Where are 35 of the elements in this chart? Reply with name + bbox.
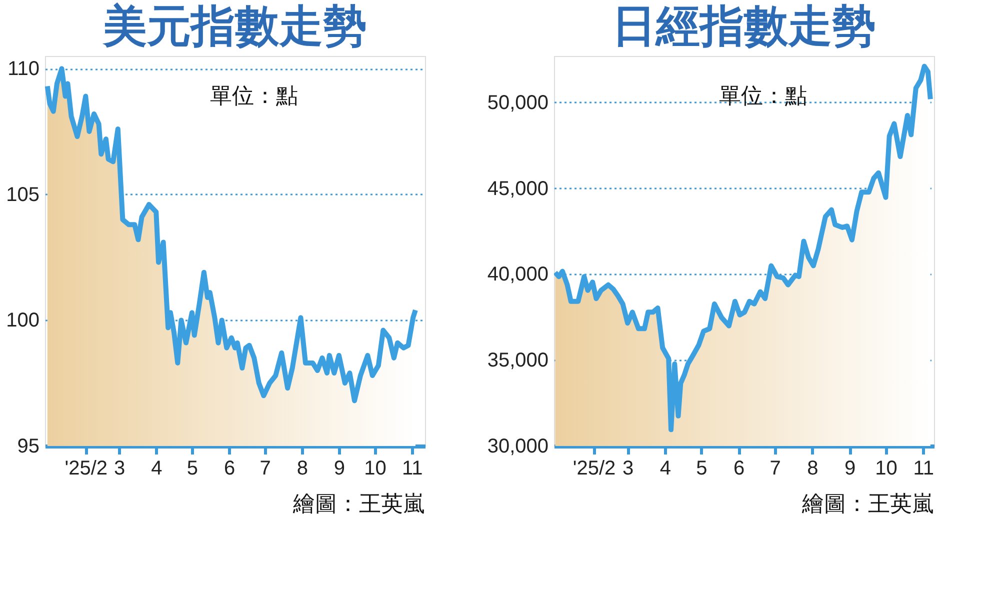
text: 繪圖：王英嵐 <box>292 491 425 516</box>
x-tick-label: 9 <box>334 458 346 480</box>
x-tick-label: 5 <box>186 458 198 480</box>
x-tick-label: 7 <box>770 458 781 480</box>
x-tick-label: 3 <box>114 458 126 480</box>
annotation: 單位：點 <box>719 83 807 108</box>
x-tick-label: 4 <box>151 458 162 480</box>
x-tick-label: 9 <box>844 458 856 480</box>
x-tick-label: 4 <box>660 458 672 480</box>
x-tick-label: '25/2 <box>572 458 616 480</box>
text: 繪圖：王英嵐 <box>801 491 934 516</box>
x-tick-label: 10 <box>364 458 386 480</box>
y-tick-label: 100 <box>6 310 40 332</box>
chart-title: 日經指數走勢 <box>612 2 876 51</box>
x-tick-label: 11 <box>402 458 423 480</box>
y-tick-label: 30,000 <box>487 436 548 458</box>
x-tick-label: 6 <box>224 458 236 480</box>
x-tick-label: 8 <box>807 458 818 480</box>
chart-title: 美元指數走勢 <box>102 2 367 51</box>
y-tick-label: 110 <box>8 58 40 80</box>
y-tick-label: 35,000 <box>487 350 548 372</box>
x-tick-label: 3 <box>622 458 634 480</box>
x-tick-label: 8 <box>296 458 308 480</box>
y-tick-label: 105 <box>6 184 40 206</box>
y-tick-label: 40,000 <box>487 264 548 286</box>
x-tick-label: 11 <box>913 458 934 480</box>
annotation: 單位：點 <box>210 83 298 108</box>
x-tick-label: 6 <box>734 458 745 480</box>
x-tick-label: 5 <box>696 458 708 480</box>
y-tick-label: 45,000 <box>487 178 548 200</box>
x-tick-label: '25/2 <box>64 458 108 480</box>
y-tick-label: 95 <box>17 436 40 458</box>
y-tick-label: 50,000 <box>487 92 548 114</box>
x-tick-label: 7 <box>260 458 271 480</box>
x-tick-label: 10 <box>875 458 898 480</box>
